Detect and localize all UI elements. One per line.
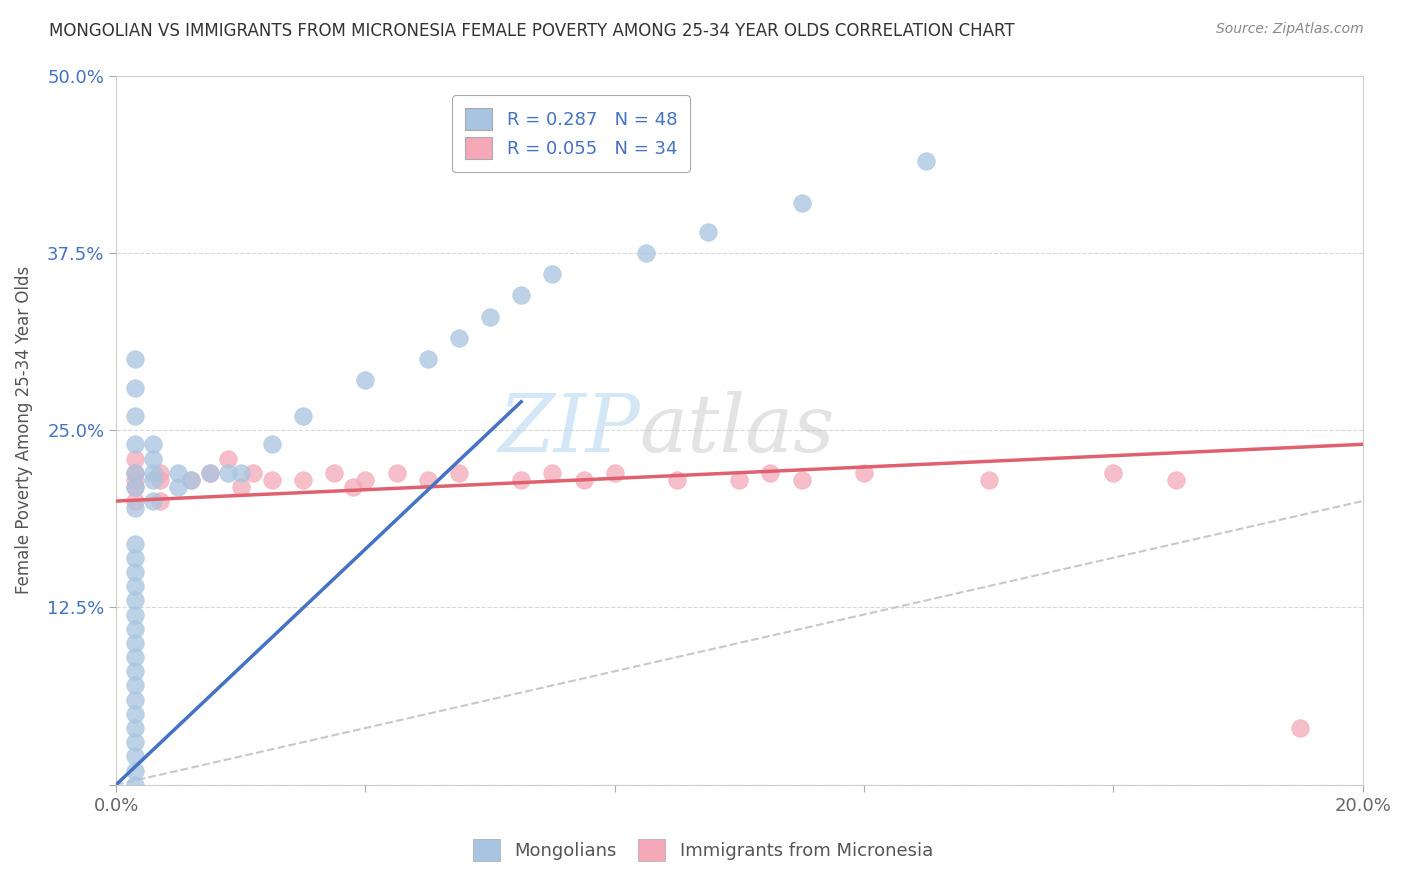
Point: [124, 735, 146, 749]
Point: [354, 473, 377, 487]
Point: [142, 437, 165, 451]
Point: [510, 473, 533, 487]
Text: atlas: atlas: [640, 392, 835, 469]
Point: [697, 225, 720, 239]
Point: [124, 579, 146, 593]
Point: [292, 409, 315, 423]
Legend: Mongolians, Immigrants from Micronesia: Mongolians, Immigrants from Micronesia: [464, 830, 942, 870]
Point: [198, 466, 221, 480]
Point: [180, 473, 202, 487]
Point: [198, 466, 221, 480]
Point: [260, 437, 283, 451]
Point: [342, 480, 364, 494]
Point: [385, 466, 408, 480]
Text: MONGOLIAN VS IMMIGRANTS FROM MICRONESIA FEMALE POVERTY AMONG 25-34 YEAR OLDS COR: MONGOLIAN VS IMMIGRANTS FROM MICRONESIA …: [49, 22, 1015, 40]
Point: [1289, 721, 1312, 735]
Point: [124, 466, 146, 480]
Point: [1164, 473, 1187, 487]
Point: [510, 288, 533, 302]
Point: [603, 466, 626, 480]
Point: [180, 473, 202, 487]
Point: [124, 409, 146, 423]
Point: [142, 494, 165, 508]
Point: [142, 473, 165, 487]
Point: [447, 466, 470, 480]
Point: [167, 480, 190, 494]
Point: [634, 245, 657, 260]
Point: [124, 607, 146, 622]
Point: [124, 550, 146, 565]
Point: [124, 678, 146, 692]
Text: ZIP: ZIP: [498, 392, 640, 469]
Point: [124, 778, 146, 792]
Point: [124, 437, 146, 451]
Point: [852, 466, 875, 480]
Point: [759, 466, 782, 480]
Point: [124, 501, 146, 516]
Point: [479, 310, 502, 324]
Point: [229, 466, 252, 480]
Point: [124, 721, 146, 735]
Point: [142, 451, 165, 466]
Point: [124, 706, 146, 721]
Text: Source: ZipAtlas.com: Source: ZipAtlas.com: [1216, 22, 1364, 37]
Point: [124, 352, 146, 367]
Point: [149, 466, 172, 480]
Point: [323, 466, 346, 480]
Point: [124, 466, 146, 480]
Point: [572, 473, 595, 487]
Point: [790, 473, 813, 487]
Point: [149, 494, 172, 508]
Point: [124, 622, 146, 636]
Point: [416, 352, 439, 367]
Point: [124, 593, 146, 607]
Point: [292, 473, 315, 487]
Point: [124, 749, 146, 764]
Point: [124, 636, 146, 650]
Point: [124, 665, 146, 679]
Point: [260, 473, 283, 487]
Point: [217, 466, 239, 480]
Legend: R = 0.287   N = 48, R = 0.055   N = 34: R = 0.287 N = 48, R = 0.055 N = 34: [453, 95, 690, 172]
Point: [915, 153, 938, 168]
Point: [217, 451, 239, 466]
Point: [124, 451, 146, 466]
Point: [124, 650, 146, 665]
Point: [124, 536, 146, 550]
Y-axis label: Female Poverty Among 25-34 Year Olds: Female Poverty Among 25-34 Year Olds: [15, 266, 32, 594]
Point: [229, 480, 252, 494]
Point: [124, 480, 146, 494]
Point: [541, 466, 564, 480]
Point: [142, 466, 165, 480]
Point: [541, 267, 564, 281]
Point: [124, 381, 146, 395]
Point: [728, 473, 751, 487]
Point: [124, 565, 146, 579]
Point: [977, 473, 1000, 487]
Point: [124, 473, 146, 487]
Point: [1102, 466, 1125, 480]
Point: [354, 374, 377, 388]
Point: [447, 331, 470, 345]
Point: [149, 473, 172, 487]
Point: [124, 692, 146, 706]
Point: [790, 196, 813, 211]
Point: [167, 466, 190, 480]
Point: [666, 473, 689, 487]
Point: [124, 480, 146, 494]
Point: [124, 494, 146, 508]
Point: [242, 466, 264, 480]
Point: [124, 764, 146, 778]
Point: [416, 473, 439, 487]
